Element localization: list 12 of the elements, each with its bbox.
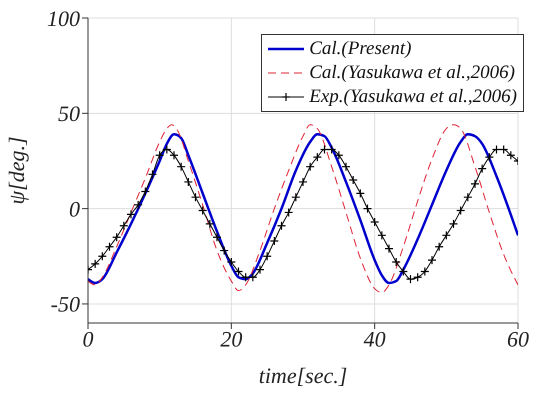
y-tick-label: 0: [69, 196, 80, 222]
y-tick-label: -50: [50, 292, 80, 317]
y-axis-title: ψ[deg.]: [4, 136, 29, 205]
x-tick-label: 40: [364, 326, 386, 352]
y-tick-label: 100: [47, 6, 80, 31]
legend-label: Cal.(Yasukawa et al.,2006): [309, 61, 515, 85]
legend-label: Exp.(Yasukawa et al.,2006): [309, 85, 517, 109]
legend-label: Cal.(Present): [309, 37, 412, 61]
y-tick-label: 50: [58, 101, 80, 126]
x-tick-label: 20: [220, 326, 242, 352]
x-tick-label: 60: [507, 326, 529, 352]
x-axis-title: time[sec.]: [258, 363, 348, 388]
